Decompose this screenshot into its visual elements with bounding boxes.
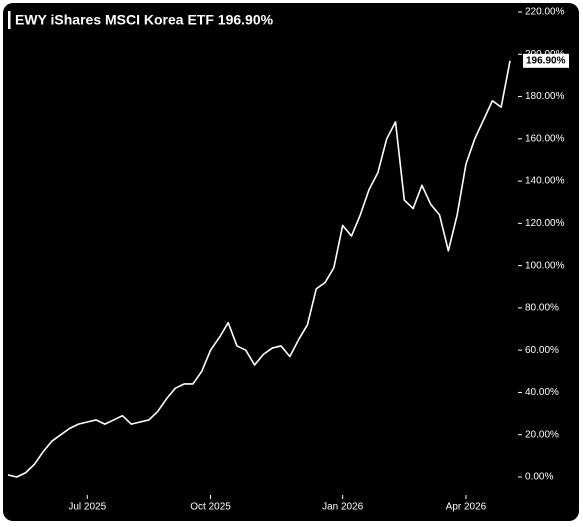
y-tick-label: 160.00% (525, 133, 565, 144)
x-tick-label: Oct 2025 (190, 502, 231, 513)
y-tick-label: 60.00% (525, 345, 559, 356)
y-tick-label: 120.00% (525, 218, 565, 229)
chart-title: EWY iShares MSCI Korea ETF 196.90% (15, 12, 274, 28)
y-tick-label: 140.00% (525, 176, 565, 187)
y-tick-label: 100.00% (525, 260, 565, 271)
line-series (7, 60, 511, 478)
chart-background (3, 3, 579, 521)
last-value-badge (523, 53, 569, 68)
y-tick-label: 40.00% (525, 387, 559, 398)
x-tick-label: Apr 2026 (446, 502, 487, 513)
last-value-label: 196.90% (526, 55, 566, 66)
y-tick-label: 20.00% (525, 429, 559, 440)
y-tick-label: 220.00% (525, 7, 565, 18)
y-tick-label: 80.00% (525, 303, 559, 314)
y-tick-label: 180.00% (525, 91, 565, 102)
x-tick-label: Jan 2026 (322, 502, 364, 513)
title-accent (8, 11, 11, 29)
x-tick-label: Jul 2025 (68, 502, 106, 513)
y-tick-label: 0.00% (525, 472, 553, 483)
